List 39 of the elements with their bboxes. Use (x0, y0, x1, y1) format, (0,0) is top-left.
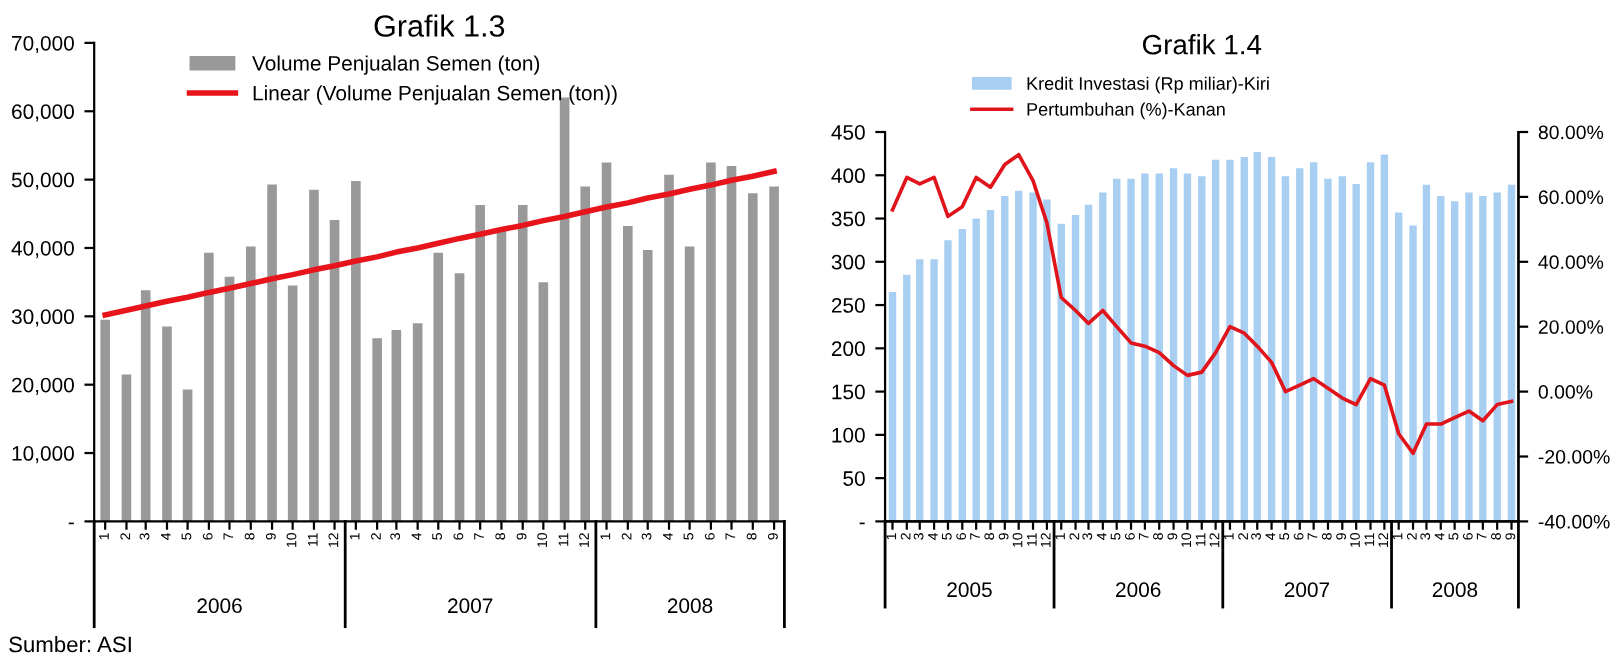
text: 2006 (1116, 582, 1161, 598)
y2-tick-label: 80.00% (1538, 125, 1604, 140)
text: 2006 (197, 598, 242, 614)
y2-tick-label: 60.00% (1538, 190, 1604, 205)
legend-label: Volume Penjualan Semen (ton) (252, 55, 540, 75)
y-tick-label: - (859, 522, 865, 525)
y2-tick-label: -40.00% (1538, 514, 1610, 529)
text: 2008 (1432, 582, 1478, 598)
legend-label: Pertumbuhan (%)-Kanan (1027, 102, 1225, 120)
text: 2007 (448, 598, 493, 614)
y-tick-label: 450 (831, 125, 865, 140)
y-tick-label: 150 (832, 384, 865, 400)
legend-label: Linear (Volume Penjualan Semen (ton)) (253, 85, 617, 105)
y-tick-label: 40,000 (11, 240, 74, 259)
legend-label: Kredit Investasi (Rp miliar)-Kiri (1027, 76, 1269, 94)
y2-tick-label: 20.00% (1538, 320, 1604, 334)
y-tick-label: 60,000 (12, 104, 74, 122)
y-tick-label: 400 (831, 168, 865, 184)
y-tick-label: 70,000 (12, 35, 74, 54)
y-tick-label: 20,000 (12, 377, 74, 395)
y2-tick-label: 40.00% (1538, 255, 1604, 270)
y2-tick-label: -20.00% (1538, 449, 1610, 464)
text: Sumber: ASI (9, 635, 131, 653)
y2-tick-label: 0.00% (1538, 385, 1593, 399)
text: 2008 (667, 598, 713, 614)
y-tick-label: 350 (831, 211, 865, 227)
y-tick-label: 50,000 (11, 172, 74, 190)
y-tick-label: 10,000 (12, 446, 74, 464)
y-tick-label: 50 (843, 471, 865, 486)
chart-title: Grafik 1.3 (374, 14, 505, 37)
y-tick-label: 100 (832, 427, 865, 443)
y-tick-label: 200 (831, 341, 865, 357)
y-tick-label: - (68, 522, 74, 525)
y-tick-label: 300 (831, 254, 865, 270)
text: 2007 (1284, 582, 1330, 598)
y-tick-label: 30,000 (11, 309, 74, 327)
text: 2005 (947, 582, 992, 598)
chart-title: Grafik 1.4 (1142, 34, 1262, 55)
y-tick-label: 250 (831, 298, 865, 313)
